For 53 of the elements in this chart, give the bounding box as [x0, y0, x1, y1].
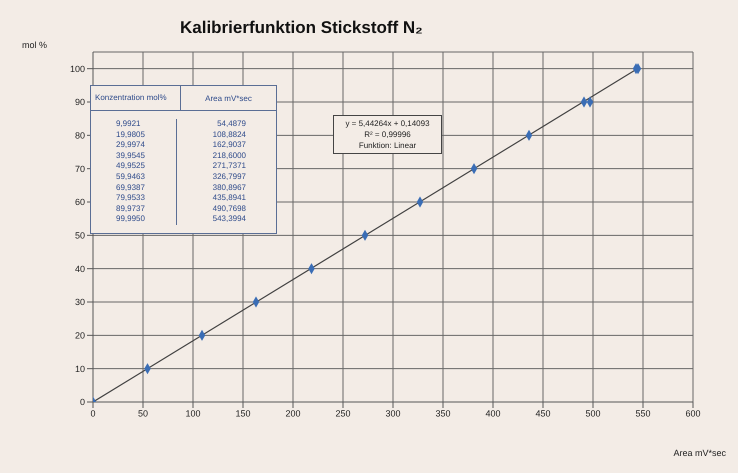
annotation: 59,9463 [115, 172, 146, 183]
annotation: 99,9950 [115, 214, 146, 225]
annotation: 218,6000 [212, 150, 247, 162]
y-tick-label: 70 [74, 164, 85, 174]
annotation: Area mV*sec [204, 94, 253, 102]
annotation: 39,9545 [115, 150, 146, 162]
annotation: 49,9525 [115, 161, 146, 172]
y-tick-label: 100 [70, 64, 85, 74]
x-tick-label: 100 [185, 408, 201, 418]
annotation: 29,9974 [115, 140, 146, 151]
annotation: 490,7698 [212, 204, 247, 214]
y-axis-title: mol % [22, 40, 48, 50]
y-tick-label: 90 [74, 97, 85, 108]
x-tick-label: 150 [235, 408, 251, 418]
annotation: 435,8941 [212, 193, 247, 204]
annotation: 162,9037 [212, 140, 247, 151]
annotation: 79,9533 [115, 193, 146, 204]
text-box: y = 5,44264x + 0,14093 R² = 0,99996 Funktion: Linear [333, 115, 442, 154]
y-tick-label: 60 [74, 197, 85, 208]
y-tick-label: 50 [74, 230, 85, 241]
y-tick-label: 10 [74, 364, 85, 374]
y-tick-label: 0 [80, 397, 85, 408]
annotation: 89,9737 [115, 204, 146, 214]
annotation: 69,9387 [115, 182, 146, 194]
annotation: Konzentration mol% [91, 86, 181, 110]
x-tick-label: 500 [585, 408, 601, 418]
annotation: 54,4879 [216, 119, 247, 130]
y-tick-label: 40 [74, 264, 85, 274]
annotation: 108,8824 [212, 130, 247, 140]
annotation: R² = 0,99996 [363, 129, 412, 140]
x-tick-label: 200 [285, 408, 301, 418]
x-tick-label: 300 [385, 408, 401, 418]
annotation: 271,7371 [212, 161, 247, 172]
y-tick-label: 20 [74, 330, 85, 341]
annotation: 380,8967 [212, 182, 247, 194]
annotation: 9,9921 [115, 119, 142, 130]
annotation: 326,7997 [212, 172, 247, 183]
x-tick-label: 50 [138, 408, 148, 418]
y-tick-label: 30 [74, 297, 85, 308]
annotation: 19,9805 [115, 130, 146, 140]
annotation: 543,3994 [212, 214, 247, 225]
x-tick-label: 400 [485, 408, 501, 418]
x-tick-label: 450 [535, 408, 551, 418]
x-axis-title: Area mV*sec [673, 448, 726, 458]
x-tick-label: 550 [635, 408, 651, 418]
y-tick-label: 80 [74, 130, 85, 141]
x-tick-label: 0 [90, 408, 96, 418]
annotation: y = 5,44264x + 0,14093 [344, 118, 431, 129]
annotation: Funktion: Linear [358, 140, 418, 151]
chart-title: Kalibrierfunktion Stickstoff N₂ [180, 18, 423, 38]
x-tick-label: 600 [685, 408, 701, 418]
x-tick-label: 350 [435, 408, 451, 418]
x-tick-label: 250 [335, 408, 351, 418]
